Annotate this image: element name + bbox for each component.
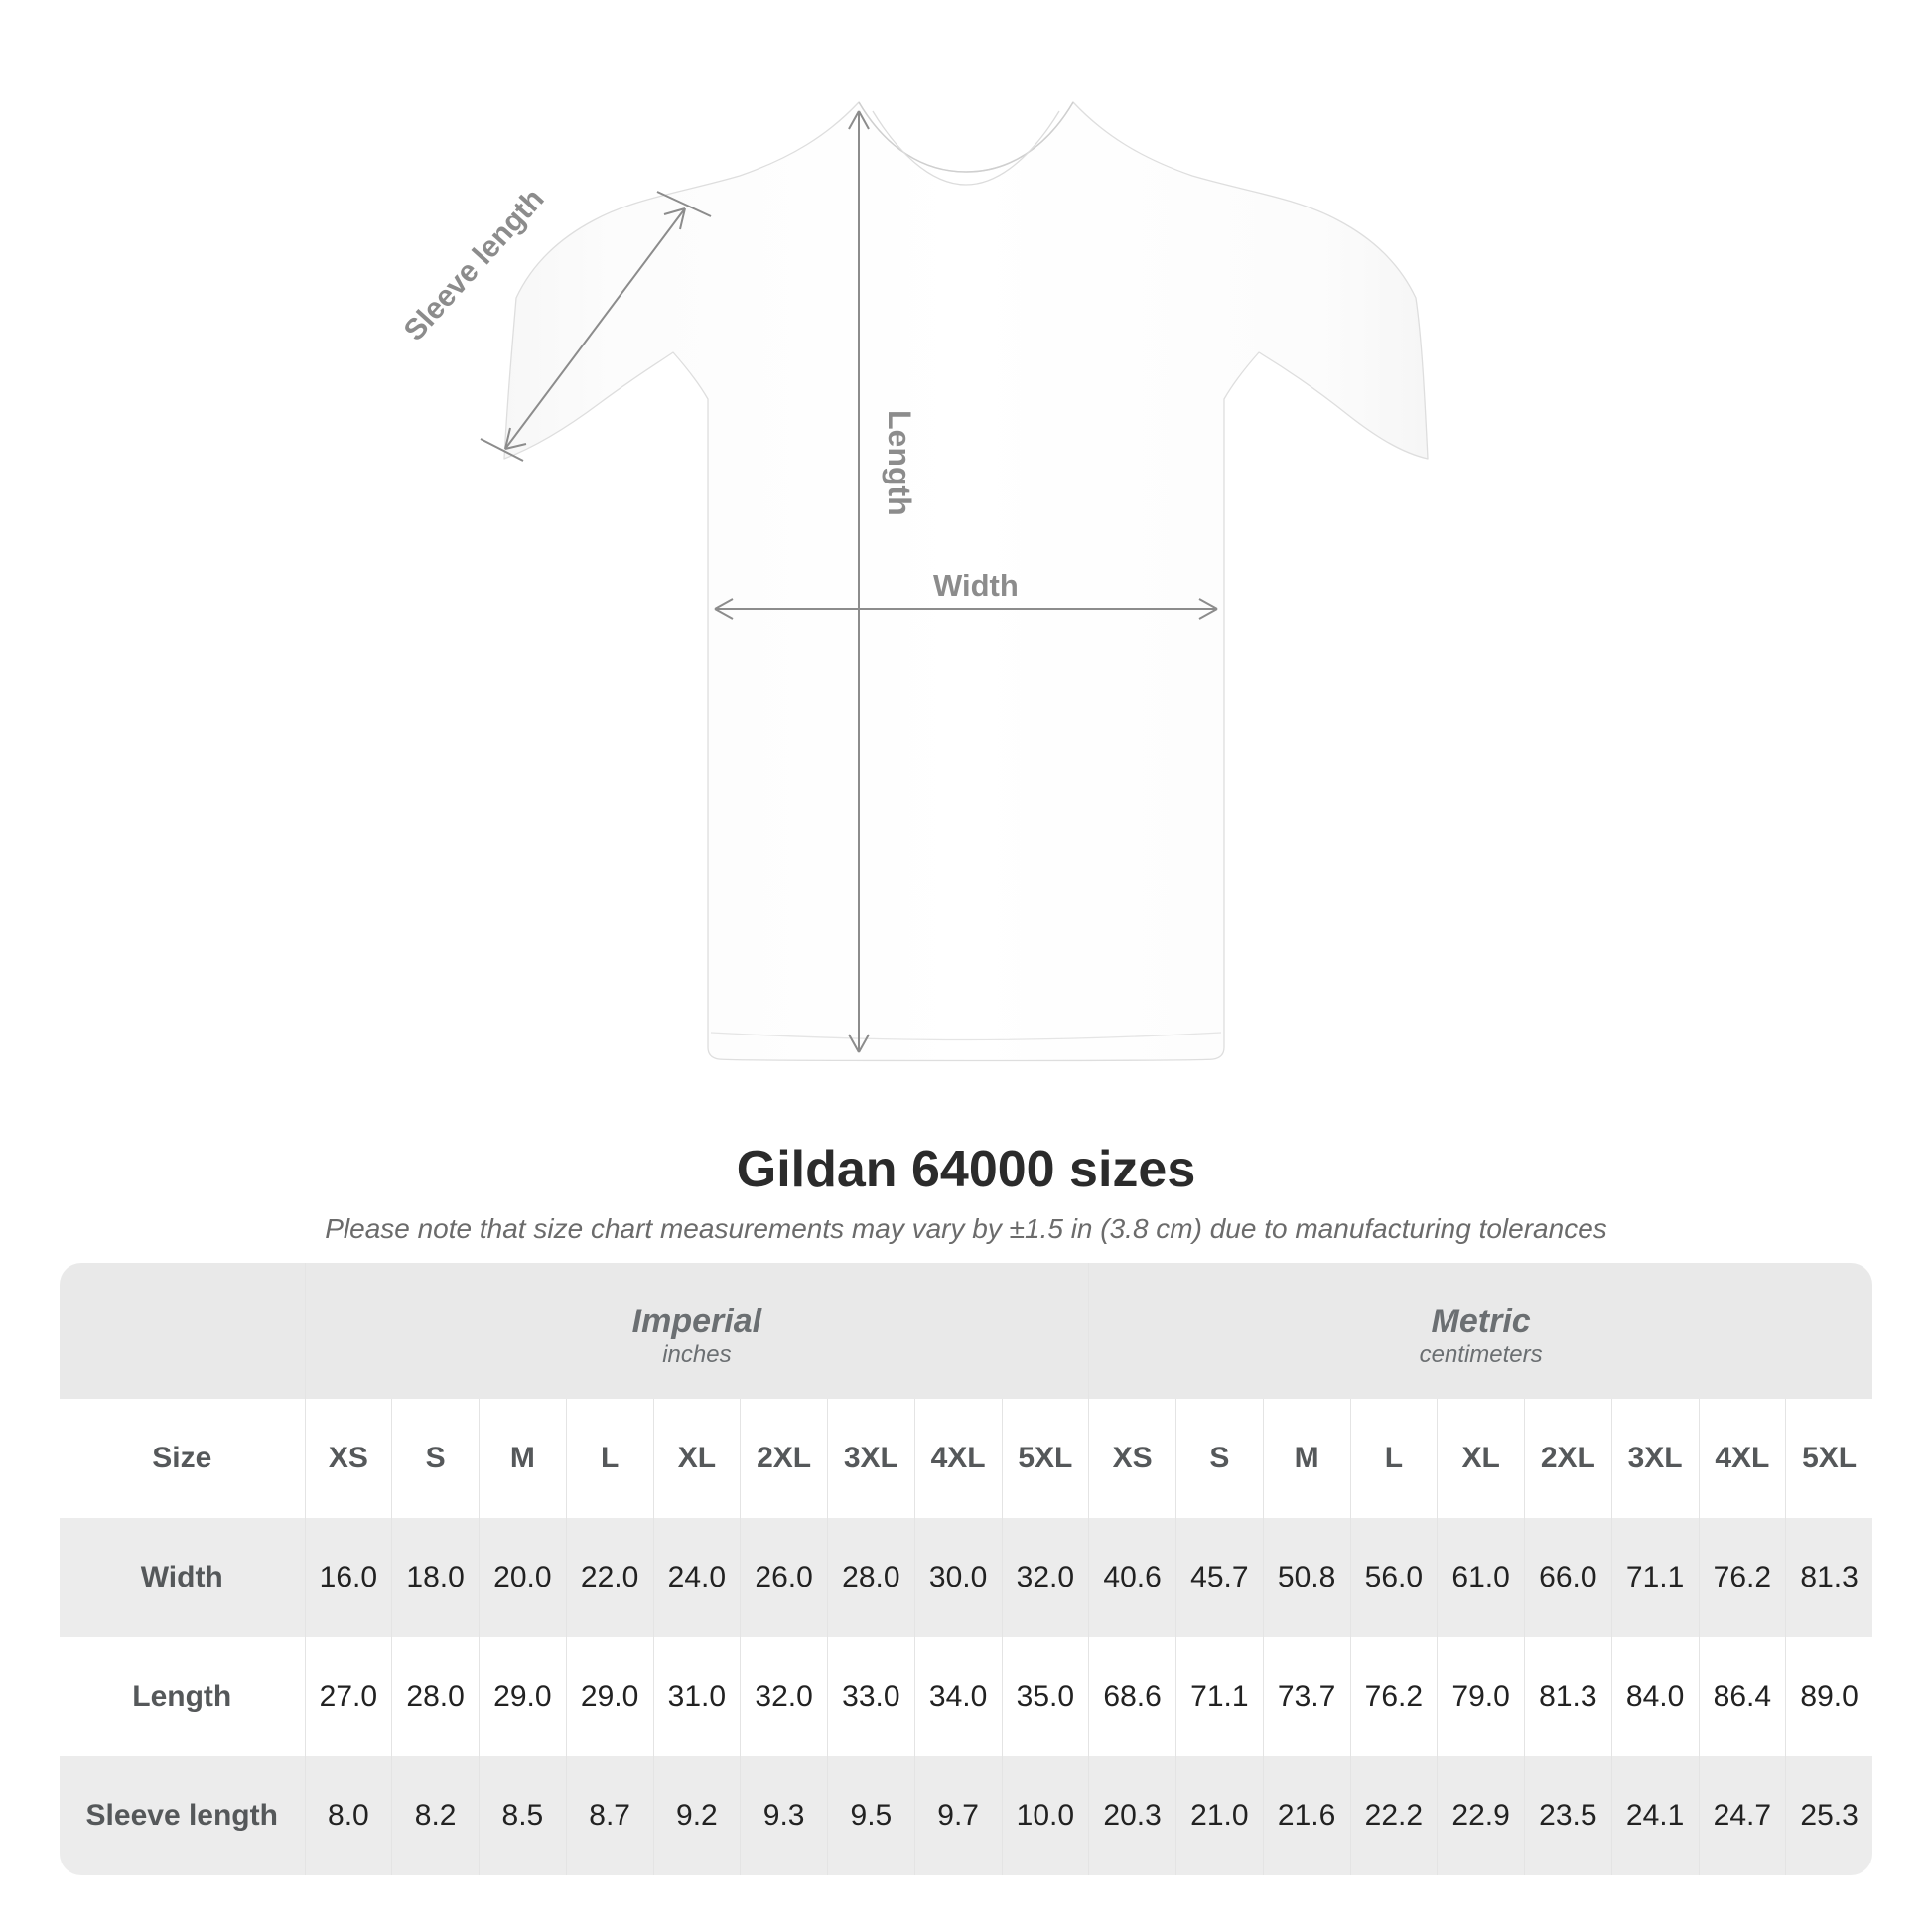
svg-text:Length: Length [882,410,917,516]
svg-text:Width: Width [933,568,1019,603]
